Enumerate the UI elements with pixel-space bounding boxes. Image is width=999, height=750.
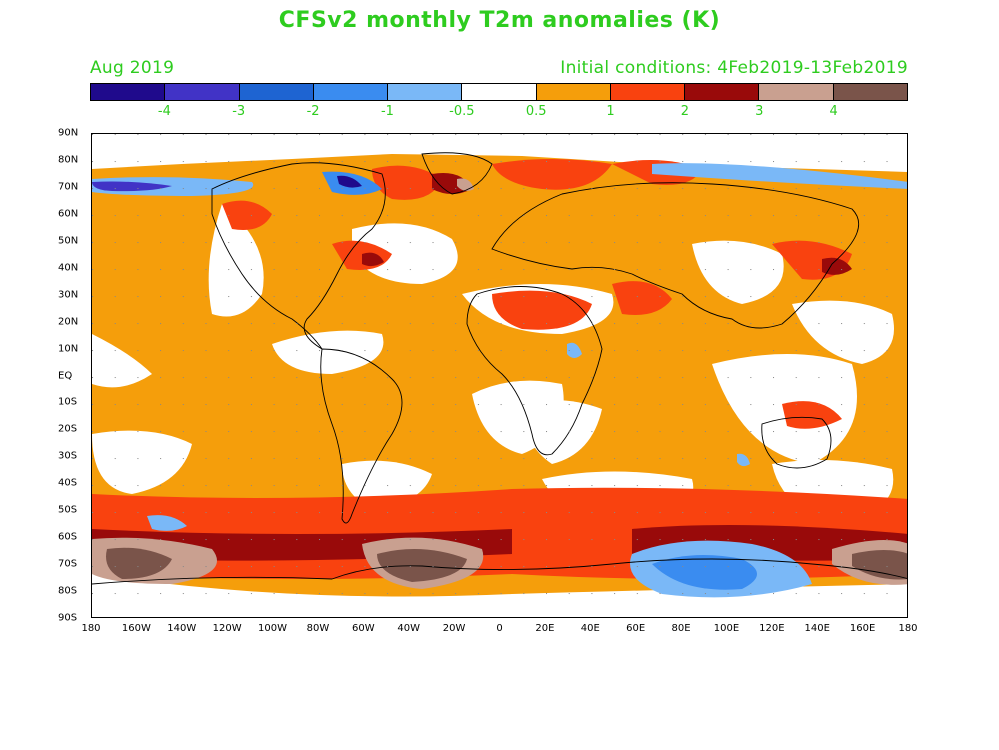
lon-tick-label: 140W bbox=[167, 623, 197, 634]
lon-tick-label: 20E bbox=[535, 623, 555, 634]
grid-dots bbox=[92, 134, 907, 617]
colorbar-tick-label: 4 bbox=[829, 104, 838, 119]
lat-tick-label: 30N bbox=[58, 289, 79, 301]
lon-tick-label: 180 bbox=[898, 623, 918, 634]
lat-tick-label: 70N bbox=[58, 181, 79, 193]
colorbar-tick-label: -4 bbox=[157, 104, 171, 119]
lon-tick-label: 80W bbox=[306, 623, 330, 634]
colorbar-tick-label: -2 bbox=[306, 104, 320, 119]
map-frame bbox=[91, 133, 908, 618]
init-conditions: Initial conditions: 4Feb2019-13Feb2019 bbox=[560, 58, 908, 78]
lat-tick-label: 40N bbox=[58, 262, 79, 274]
lat-tick-label: 40S bbox=[58, 477, 78, 489]
lon-tick-label: 60E bbox=[626, 623, 646, 634]
colorbar-segment bbox=[685, 84, 760, 100]
colorbar-segment bbox=[313, 84, 389, 100]
lat-tick-label: 60S bbox=[58, 531, 78, 543]
lat-tick-label: 90S bbox=[58, 612, 78, 624]
colorbar-segment bbox=[239, 84, 314, 100]
lon-tick-label: 140E bbox=[804, 623, 830, 634]
colorbar bbox=[90, 83, 908, 101]
lat-tick-label: 80S bbox=[58, 585, 78, 597]
colorbar-segment bbox=[833, 84, 907, 100]
colorbar-tick-label: 1 bbox=[606, 104, 615, 119]
lon-tick-label: 60W bbox=[352, 623, 375, 634]
colorbar-tick-label: -0.5 bbox=[449, 104, 475, 119]
anomaly-map bbox=[92, 134, 907, 617]
lat-tick-label: 70S bbox=[58, 558, 78, 570]
lat-tick-label: 60N bbox=[58, 208, 79, 220]
lat-tick-label: 50N bbox=[58, 235, 79, 247]
colorbar-segment bbox=[536, 84, 611, 100]
colorbar-tick-label: 2 bbox=[680, 104, 690, 119]
lon-tick-label: 0 bbox=[496, 623, 503, 634]
lat-tick-label: 80N bbox=[58, 154, 79, 166]
lon-tick-label: 20W bbox=[442, 623, 466, 634]
lat-tick-label: 20N bbox=[58, 316, 79, 328]
colorbar-segment bbox=[759, 84, 834, 100]
colorbar-segment bbox=[165, 84, 240, 100]
colorbar-tick-label: -1 bbox=[380, 104, 394, 119]
colorbar-segment bbox=[388, 84, 463, 100]
colorbar-tick-label: -3 bbox=[232, 104, 246, 119]
colorbar-segment bbox=[462, 84, 537, 100]
lat-tick-label: 30S bbox=[58, 450, 78, 462]
chart-title: CFSv2 monthly T2m anomalies (K) bbox=[278, 8, 721, 33]
lon-tick-label: 120W bbox=[212, 623, 242, 634]
lon-tick-label: 40W bbox=[397, 623, 421, 634]
colorbar-tick-label: 3 bbox=[755, 104, 764, 119]
colorbar-segment bbox=[610, 84, 686, 100]
lon-tick-label: 160W bbox=[121, 623, 151, 634]
colorbar-tick-label: 0.5 bbox=[525, 104, 547, 119]
lat-tick-label: 90N bbox=[58, 127, 79, 139]
lon-tick-label: 120E bbox=[759, 623, 785, 634]
lat-tick-label: EQ bbox=[58, 370, 73, 381]
colorbar-labels: -4 -3 -2 -1 -0.5 0.5 1 2 3 4 bbox=[0, 104, 999, 122]
lon-tick-label: 180 bbox=[81, 623, 101, 634]
lon-tick-label: 160E bbox=[849, 623, 876, 634]
lat-tick-label: 20S bbox=[58, 423, 78, 435]
lat-tick-label: 10S bbox=[58, 396, 78, 408]
colorbar-segment bbox=[91, 84, 166, 100]
lat-tick-label: 50S bbox=[58, 504, 78, 516]
lon-tick-label: 100E bbox=[713, 623, 740, 634]
lon-tick-label: 40E bbox=[580, 623, 600, 634]
lat-tick-label: 10N bbox=[58, 343, 79, 355]
lon-tick-label: 80E bbox=[671, 623, 691, 634]
lon-tick-label: 100W bbox=[258, 623, 288, 634]
valid-month: Aug 2019 bbox=[90, 58, 175, 78]
